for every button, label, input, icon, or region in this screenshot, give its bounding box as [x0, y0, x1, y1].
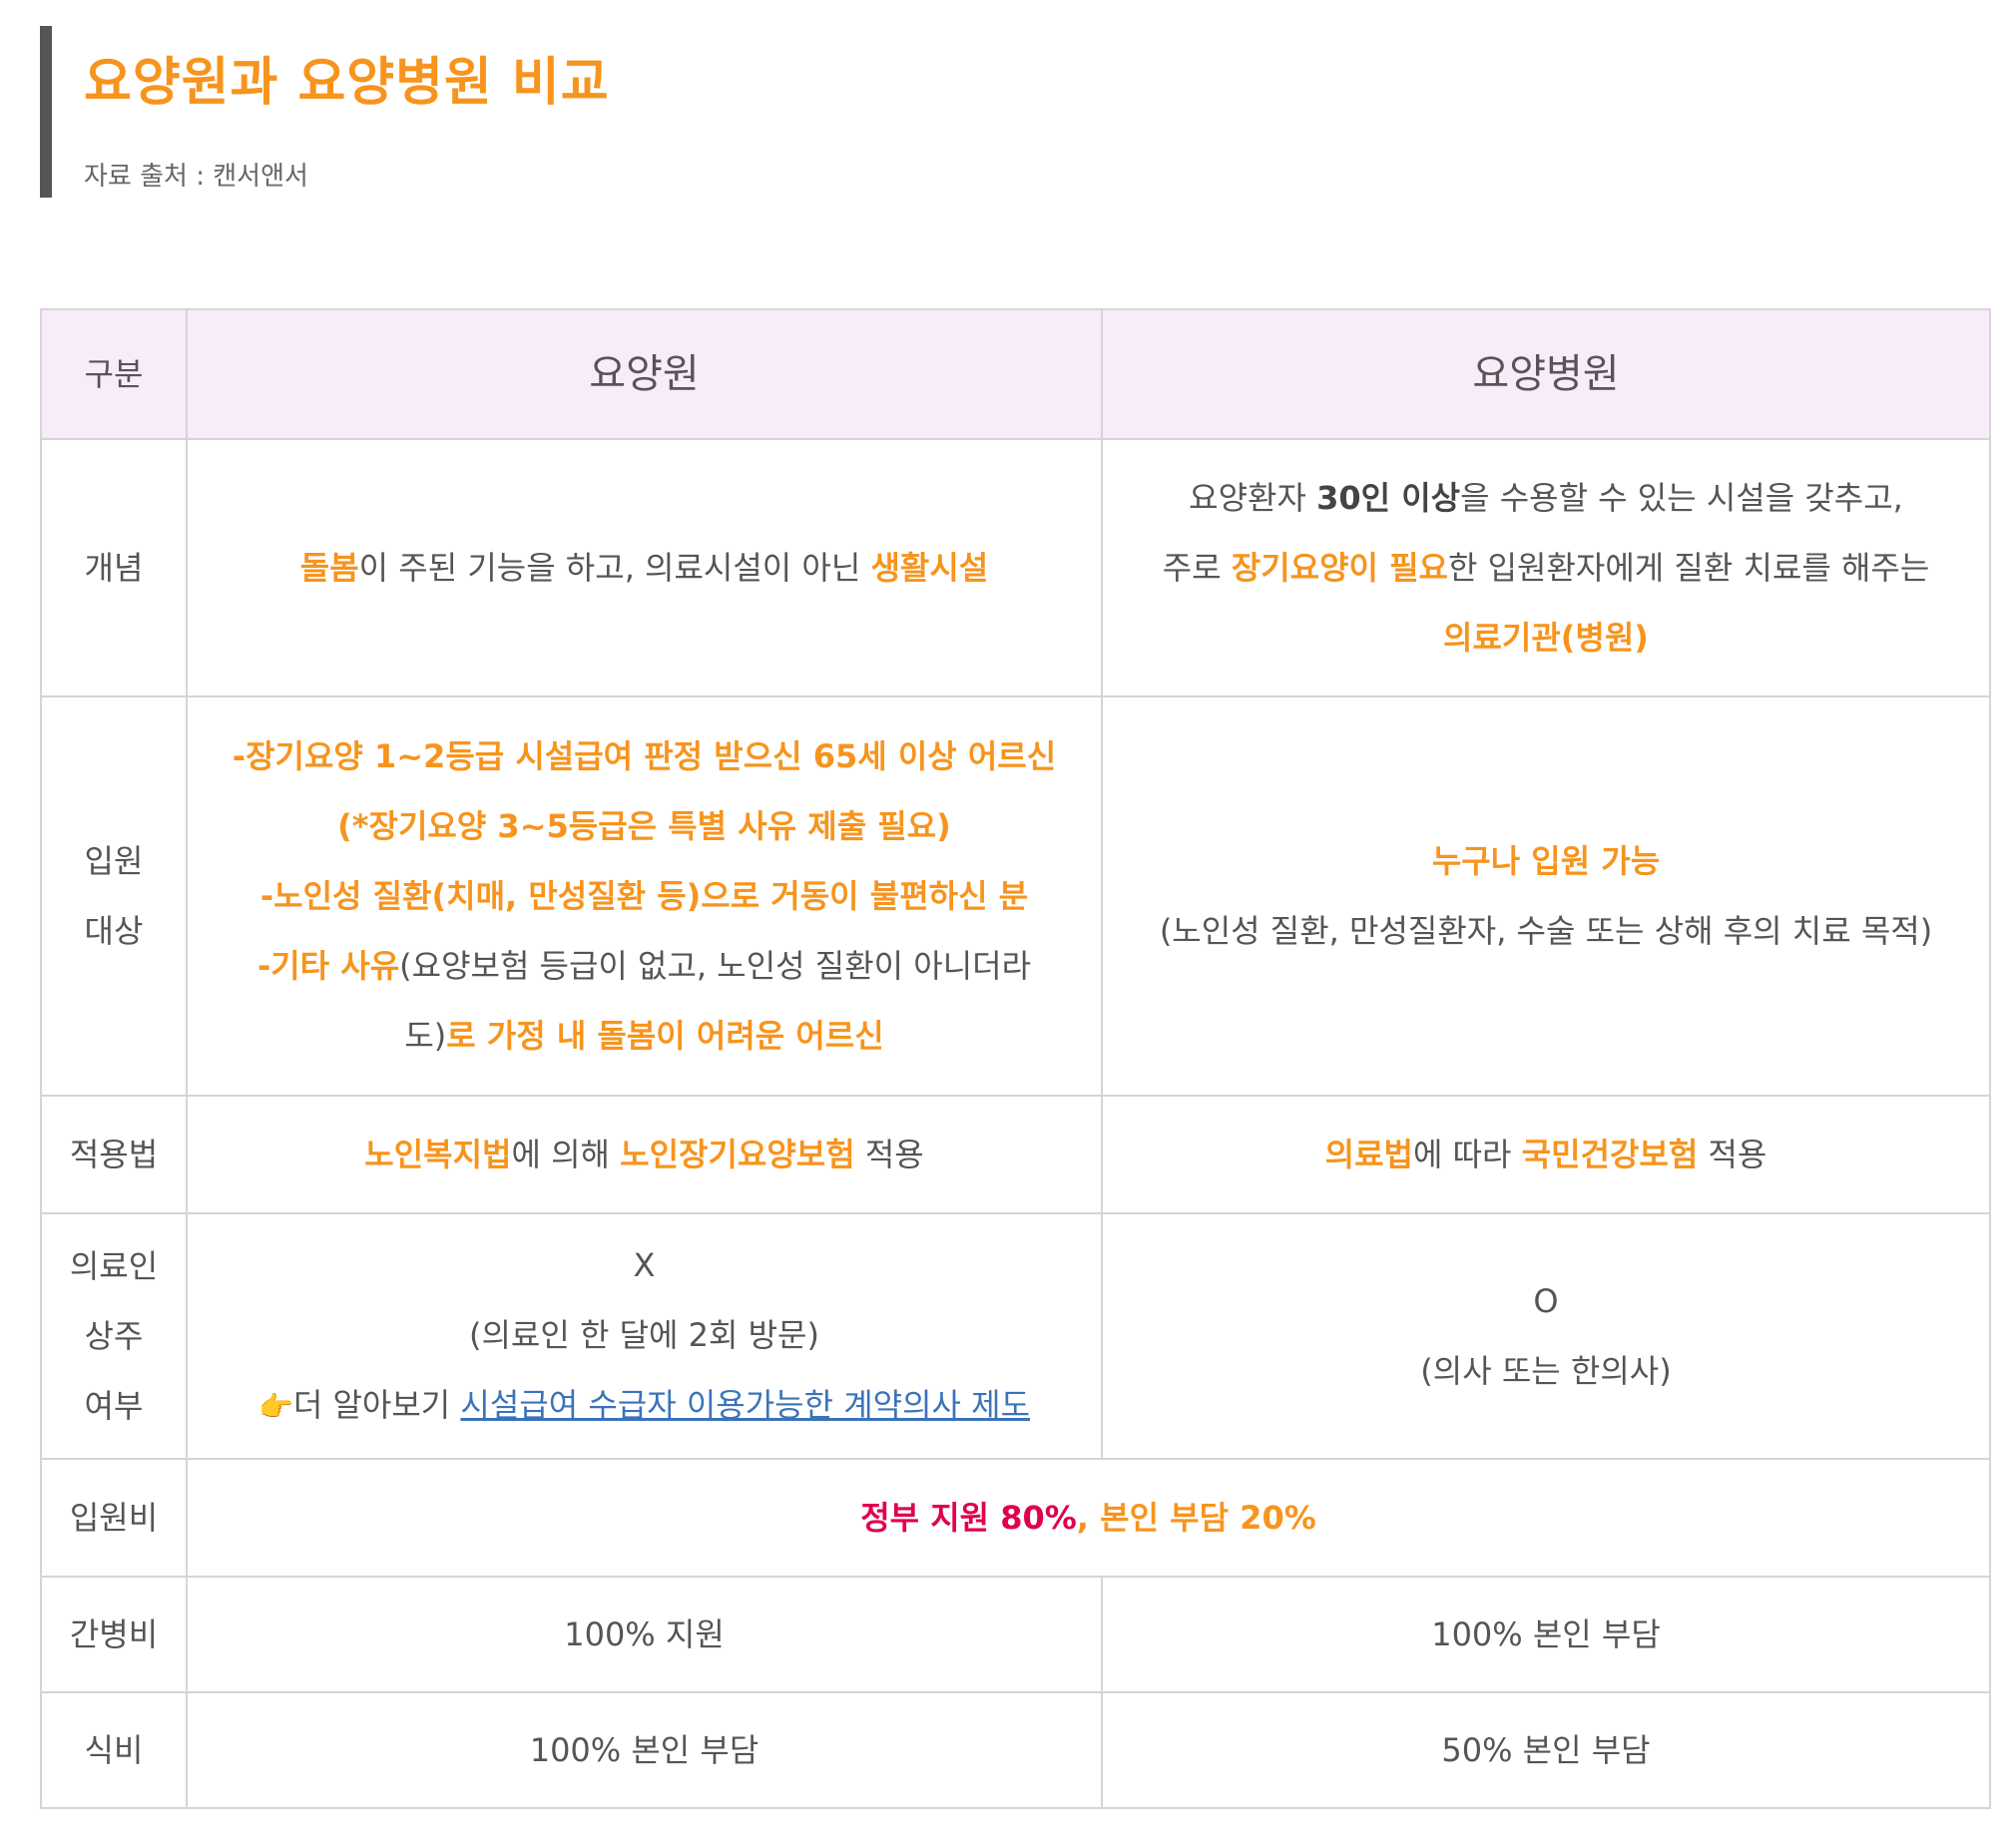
separator-text: , [1076, 1499, 1101, 1537]
doctor-nursing-hospital: O (의사 또는 한의사) [1101, 1212, 1991, 1460]
body-text: 한 입원환자에게 질환 치료를 해주는 [1448, 549, 1930, 587]
row-meals: 식비 100% 본인 부담 50% 본인 부담 [40, 1691, 1991, 1809]
law-nursing-home: 노인복지법에 의해 노인장기요양보험 적용 [186, 1095, 1103, 1214]
body-text: 에 의해 [511, 1136, 621, 1173]
pointing-hand-icon: 👉 [257, 1390, 293, 1423]
body-text: 도) [404, 1017, 447, 1055]
doctor-nursing-home: X (의료인 한 달에 2회 방문) 👉더 알아보기 시설급여 수급자 이용가능… [186, 1212, 1103, 1460]
text-line: 도)로 가정 내 돌봄이 어려운 어르신 [198, 1001, 1091, 1071]
row-law: 적용법 노인복지법에 의해 노인장기요양보험 적용 의료법에 따라 국민건강보험… [40, 1095, 1991, 1214]
table-header-row: 구분 요양원 요양병원 [40, 308, 1991, 440]
header-nursing-hospital: 요양병원 [1101, 308, 1991, 440]
highlight-text: -기타 사유 [256, 947, 400, 985]
highlight-text: 노인장기요양보험 [620, 1136, 855, 1173]
row-label-doctor: 의료인 상주 여부 [40, 1212, 188, 1460]
text-line: 주로 장기요양이 필요한 입원환자에게 질환 치료를 해주는 [1113, 533, 1979, 603]
row-doctor: 의료인 상주 여부 X (의료인 한 달에 2회 방문) 👉더 알아보기 시설급… [40, 1212, 1991, 1460]
row-concept: 개념 돌봄이 주된 기능을 하고, 의료시설이 아닌 생활시설 요양환자 30인… [40, 438, 1991, 697]
highlight-text: 의료법 [1324, 1136, 1413, 1173]
highlight-text: 로 가정 내 돌봄이 어려운 어르신 [446, 1017, 884, 1055]
label-line: 입원 [84, 842, 144, 880]
caregiver-nursing-home: 100% 지원 [186, 1576, 1103, 1693]
highlight-text: 노인복지법 [364, 1136, 512, 1173]
highlight-text: 장기요양이 필요 [1231, 549, 1448, 587]
highlight-text: 누구나 입원 가능 [1431, 842, 1661, 880]
body-text: 적용 [854, 1136, 924, 1173]
body-text: (요양보험 등급이 없고, 노인성 질환이 아니더라 [399, 947, 1032, 985]
caregiver-nursing-hospital: 100% 본인 부담 [1101, 1576, 1991, 1693]
body-text: 이 주된 기능을 하고, 의료시설이 아닌 [358, 549, 871, 587]
row-label-admission: 입원 대상 [40, 695, 188, 1097]
row-cost: 입원비 정부 지원 80%, 본인 부담 20% [40, 1458, 1991, 1578]
label-line: 여부 [84, 1387, 144, 1425]
label-line: 상주 [84, 1317, 144, 1355]
admission-nursing-home: -장기요양 1~2등급 시설급여 판정 받으신 65세 이상 어르신 (*장기요… [186, 695, 1103, 1097]
highlight-text: 의료기관(병원) [1443, 619, 1649, 657]
row-label-law: 적용법 [40, 1095, 188, 1214]
text-line: -기타 사유(요양보험 등급이 없고, 노인성 질환이 아니더라 [198, 931, 1091, 1001]
page-title: 요양원과 요양병원 비교 [84, 53, 610, 113]
cost-value: 정부 지원 80%, 본인 부담 20% [186, 1458, 1991, 1578]
section-heading: 요양원과 요양병원 비교 자료 출처 : 캔서앤서 [40, 26, 1936, 198]
text-line: 요양환자 30인 이상을 수용할 수 있는 시설을 갖추고, [1113, 463, 1979, 533]
source-note: 자료 출처 : 캔서앤서 [84, 162, 308, 192]
body-text: 더 알아보기 [292, 1386, 461, 1424]
body-text: 에 따라 [1412, 1136, 1522, 1173]
concept-nursing-home: 돌봄이 주된 기능을 하고, 의료시설이 아닌 생활시설 [186, 438, 1103, 697]
label-line: 의료인 [69, 1247, 159, 1285]
body-text: (의료인 한 달에 2회 방문) [469, 1316, 819, 1354]
body-text: 을 수용할 수 있는 시설을 갖추고, [1460, 479, 1903, 517]
header-nursing-home: 요양원 [186, 308, 1103, 440]
label-line: 대상 [84, 912, 144, 950]
row-admission: 입원 대상 -장기요양 1~2등급 시설급여 판정 받으신 65세 이상 어르신… [40, 695, 1991, 1097]
row-label-meals: 식비 [40, 1691, 188, 1809]
meals-nursing-hospital: 50% 본인 부담 [1101, 1691, 1991, 1809]
highlight-text: 본인 부담 20% [1100, 1499, 1316, 1537]
row-caregiver: 간병비 100% 지원 100% 본인 부담 [40, 1576, 1991, 1693]
mark-text: O [1533, 1282, 1559, 1320]
contract-doctor-link[interactable]: 시설급여 수급자 이용가능한 계약의사 제도 [460, 1386, 1031, 1424]
concept-nursing-hospital: 요양환자 30인 이상을 수용할 수 있는 시설을 갖추고, 주로 장기요양이 … [1101, 438, 1991, 697]
body-text: 적용 [1698, 1136, 1767, 1173]
text-line: 👉더 알아보기 시설급여 수급자 이용가능한 계약의사 제도 [198, 1370, 1091, 1442]
row-label-cost: 입원비 [40, 1458, 188, 1578]
comparison-table: 구분 요양원 요양병원 개념 돌봄이 주된 기능을 하고, 의료시설이 아닌 생… [40, 308, 1991, 1809]
row-label-caregiver: 간병비 [40, 1576, 188, 1693]
body-text: (의사 또는 한의사) [1420, 1352, 1672, 1390]
highlight-text: -장기요양 1~2등급 시설급여 판정 받으신 65세 이상 어르신 [232, 737, 1057, 775]
highlight-text: -노인성 질환(치매, 만성질환 등)으로 거동이 불편하신 분 [259, 877, 1029, 915]
body-text: 요양환자 [1189, 479, 1317, 517]
highlight-text: 국민건강보험 [1521, 1136, 1699, 1173]
admission-nursing-hospital: 누구나 입원 가능 (노인성 질환, 만성질환자, 수술 또는 상해 후의 치료… [1101, 695, 1991, 1097]
body-text: 주로 [1162, 549, 1232, 587]
body-text: (노인성 질환, 만성질환자, 수술 또는 상해 후의 치료 목적) [1159, 912, 1933, 950]
meals-nursing-home: 100% 본인 부담 [186, 1691, 1103, 1809]
row-label-concept: 개념 [40, 438, 188, 697]
mark-text: X [633, 1246, 656, 1284]
highlight-text: (*장기요양 3~5등급은 특별 사유 제출 필요) [337, 807, 951, 845]
bold-text: 30인 이상 [1316, 479, 1461, 517]
highlight-text: 생활시설 [870, 549, 989, 587]
law-nursing-hospital: 의료법에 따라 국민건강보험 적용 [1101, 1095, 1991, 1214]
highlight-text: 돌봄 [299, 549, 359, 587]
highlight-text: 정부 지원 80% [860, 1499, 1077, 1537]
header-category: 구분 [40, 308, 188, 440]
